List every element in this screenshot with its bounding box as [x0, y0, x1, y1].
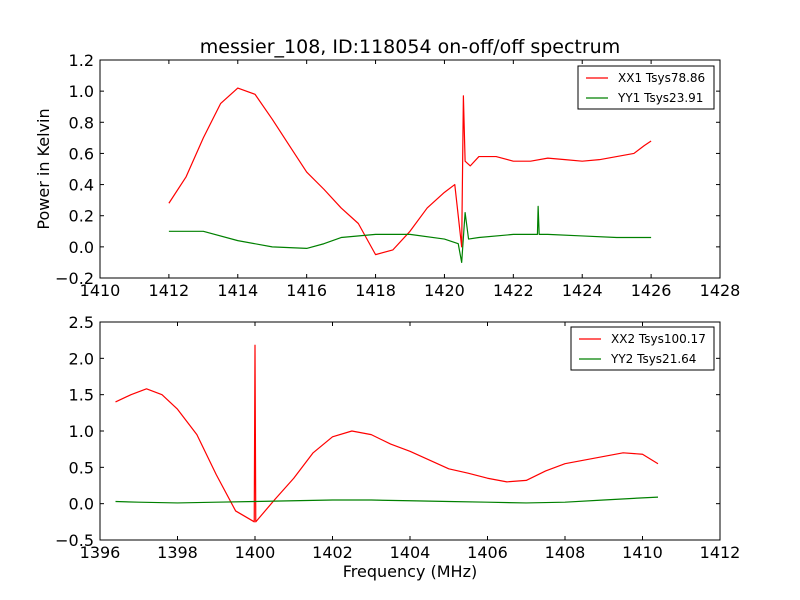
x-tick-label: 1402: [312, 543, 353, 562]
x-tick-label: 1424: [562, 281, 603, 300]
y-tick-label: 1.5: [69, 386, 94, 405]
y-tick-label: 0.4: [69, 176, 94, 195]
chart-title: messier_108, ID:118054 on-off/off spectr…: [200, 36, 620, 58]
y-tick-label: 0.0: [69, 495, 94, 514]
plot-frame: [99, 59, 721, 279]
y-tick-label: 0.8: [69, 113, 94, 132]
legend: XX2 Tsys100.17 YY2 Tsys21.64: [570, 326, 715, 371]
x-tick-label: 1412: [700, 543, 741, 562]
y-tick-label: −0.2: [55, 269, 94, 288]
x-tick-label: 1416: [286, 281, 327, 300]
legend-label: XX2 Tsys100.17: [611, 332, 706, 346]
y-tick-label: 1.2: [69, 51, 94, 70]
x-tick-label: 1406: [467, 543, 508, 562]
legend-box: [577, 65, 715, 110]
x-tick-label: 1420: [424, 281, 465, 300]
y-tick-label: 2.0: [69, 349, 94, 368]
x-tick-label: 1400: [235, 543, 276, 562]
y-tick-label: 0.2: [69, 207, 94, 226]
x-tick-label: 1426: [631, 281, 672, 300]
legend-label: XX1 Tsys78.86: [618, 71, 705, 85]
series-line-1-1: [168, 87, 652, 256]
x-tick-label: 1422: [493, 281, 534, 300]
x-tick-label: 1404: [390, 543, 431, 562]
x-tick-label: 1398: [157, 543, 198, 562]
series-line-1-2: [168, 205, 652, 264]
series-line-2-2: [115, 496, 659, 504]
y-tick-label: −0.5: [55, 531, 94, 550]
y-tick-label: 0.5: [69, 458, 94, 477]
x-tick-label: 1428: [700, 281, 741, 300]
y-tick-label: 1.0: [69, 422, 94, 441]
x-tick-label: 1410: [80, 281, 121, 300]
bottom-plot: 1396 1398 1400 1402 1404 1406 1408 1410 1412 −0.5…: [55, 313, 740, 562]
x-tick-label: 1414: [217, 281, 258, 300]
legend-label: YY1 Tsys23.91: [617, 91, 703, 105]
x-tick-label: 1408: [545, 543, 586, 562]
legend-box: [570, 326, 715, 371]
x-tick-label: 1396: [80, 543, 121, 562]
y-tick-label: 1.0: [69, 82, 94, 101]
series-line-2-1: [115, 344, 659, 523]
y-tick-label: 0.0: [69, 238, 94, 257]
legend-label: YY2 Tsys21.64: [610, 352, 696, 366]
y-tick-label: 0.6: [69, 144, 94, 163]
top-plot: 1410 1412 1414 1416 1418 1420 1422 1424 1426 1428…: [55, 51, 740, 300]
y-axis-title: Power in Kelvin: [34, 108, 53, 229]
x-tick-label: 1410: [622, 543, 663, 562]
legend: XX1 Tsys78.86 YY1 Tsys23.91: [577, 65, 715, 110]
x-axis-title: Frequency (MHz): [343, 562, 477, 581]
x-tick-label: 1412: [149, 281, 190, 300]
x-tick-label: 1418: [355, 281, 396, 300]
y-tick-label: 2.5: [69, 313, 94, 332]
